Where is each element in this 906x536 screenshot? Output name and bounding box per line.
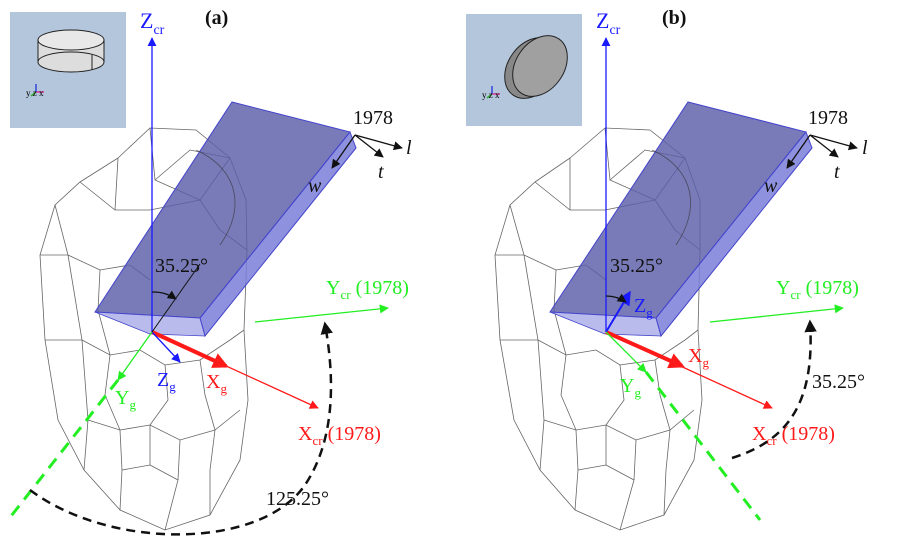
inset-b-disc-icon (504, 35, 568, 99)
l-axis-b (809, 134, 858, 151)
angle-inner-label-a: 35.25° (155, 255, 208, 277)
l-label-a: l (406, 137, 412, 159)
x-cr-label-b: Xcr (1978) (752, 423, 835, 448)
plate-id-b: 1978 (808, 107, 848, 129)
y-g-axis-b (605, 331, 647, 373)
z-cr-label-a: Zcr (140, 8, 165, 38)
angle-inner-label-b: 35.25° (610, 255, 663, 277)
t-axis-a (354, 134, 384, 158)
w-label-a: w (308, 175, 322, 197)
y-g-axis-a (117, 331, 153, 381)
t-label-b: t (834, 161, 840, 183)
w-axis-b (786, 134, 811, 169)
z-g-axis-a (151, 331, 181, 363)
angle-inner-arc-a (151, 290, 177, 300)
angle-outer-label-a: 125.25° (266, 488, 329, 510)
t-axis-b (809, 134, 839, 158)
angle-outer-label-b: 35.25° (812, 371, 865, 393)
angle-inner-arc-b (605, 293, 627, 303)
w-axis-a (331, 134, 356, 169)
y-cr-axis-b (709, 304, 844, 323)
x-g-axis-b (605, 330, 685, 369)
angle-outer-arc-b (731, 319, 817, 460)
panel-a: y z x (6, 7, 412, 536)
panel-label-b: (b) (662, 7, 686, 29)
y-cr-label-b: Ycr (1978) (776, 277, 859, 302)
x-g-axis-a (151, 330, 229, 368)
y-g-label-b: Yg (620, 375, 641, 400)
z-g-label-a: Zg (157, 369, 176, 394)
y-cr-axis-a (254, 304, 389, 323)
x-g-label-a: Xg (206, 371, 227, 396)
l-axis-a (354, 134, 403, 151)
y-g-dashed-line-b (644, 371, 762, 521)
plate-id-a: 1978 (353, 107, 393, 129)
inset-a-triad-icon (30, 84, 44, 97)
t-label-a: t (378, 161, 384, 183)
panel-label-a: (a) (205, 7, 228, 29)
inset-a-disc-icon (37, 29, 105, 73)
plate-b (549, 101, 813, 338)
inset-a-axes-label: y z x (26, 88, 44, 98)
l-label-b: l (862, 137, 868, 159)
z-g-label-b: Zg (634, 295, 653, 320)
y-g-label-a: Yg (115, 387, 136, 412)
panel-b: y z x (466, 7, 868, 531)
y-g-dashed-line-a (6, 379, 120, 521)
inset-b-axes-label: y z x (482, 90, 500, 100)
z-cr-label-b: Zcr (596, 8, 621, 38)
plate-a (94, 101, 357, 338)
x-g-label-b: Xg (688, 345, 709, 370)
w-label-b: w (764, 175, 778, 197)
inset-b-triad-icon (486, 86, 500, 99)
x-cr-label-a: Xcr (1978) (298, 423, 381, 448)
y-cr-label-a: Ycr (1978) (326, 277, 409, 302)
